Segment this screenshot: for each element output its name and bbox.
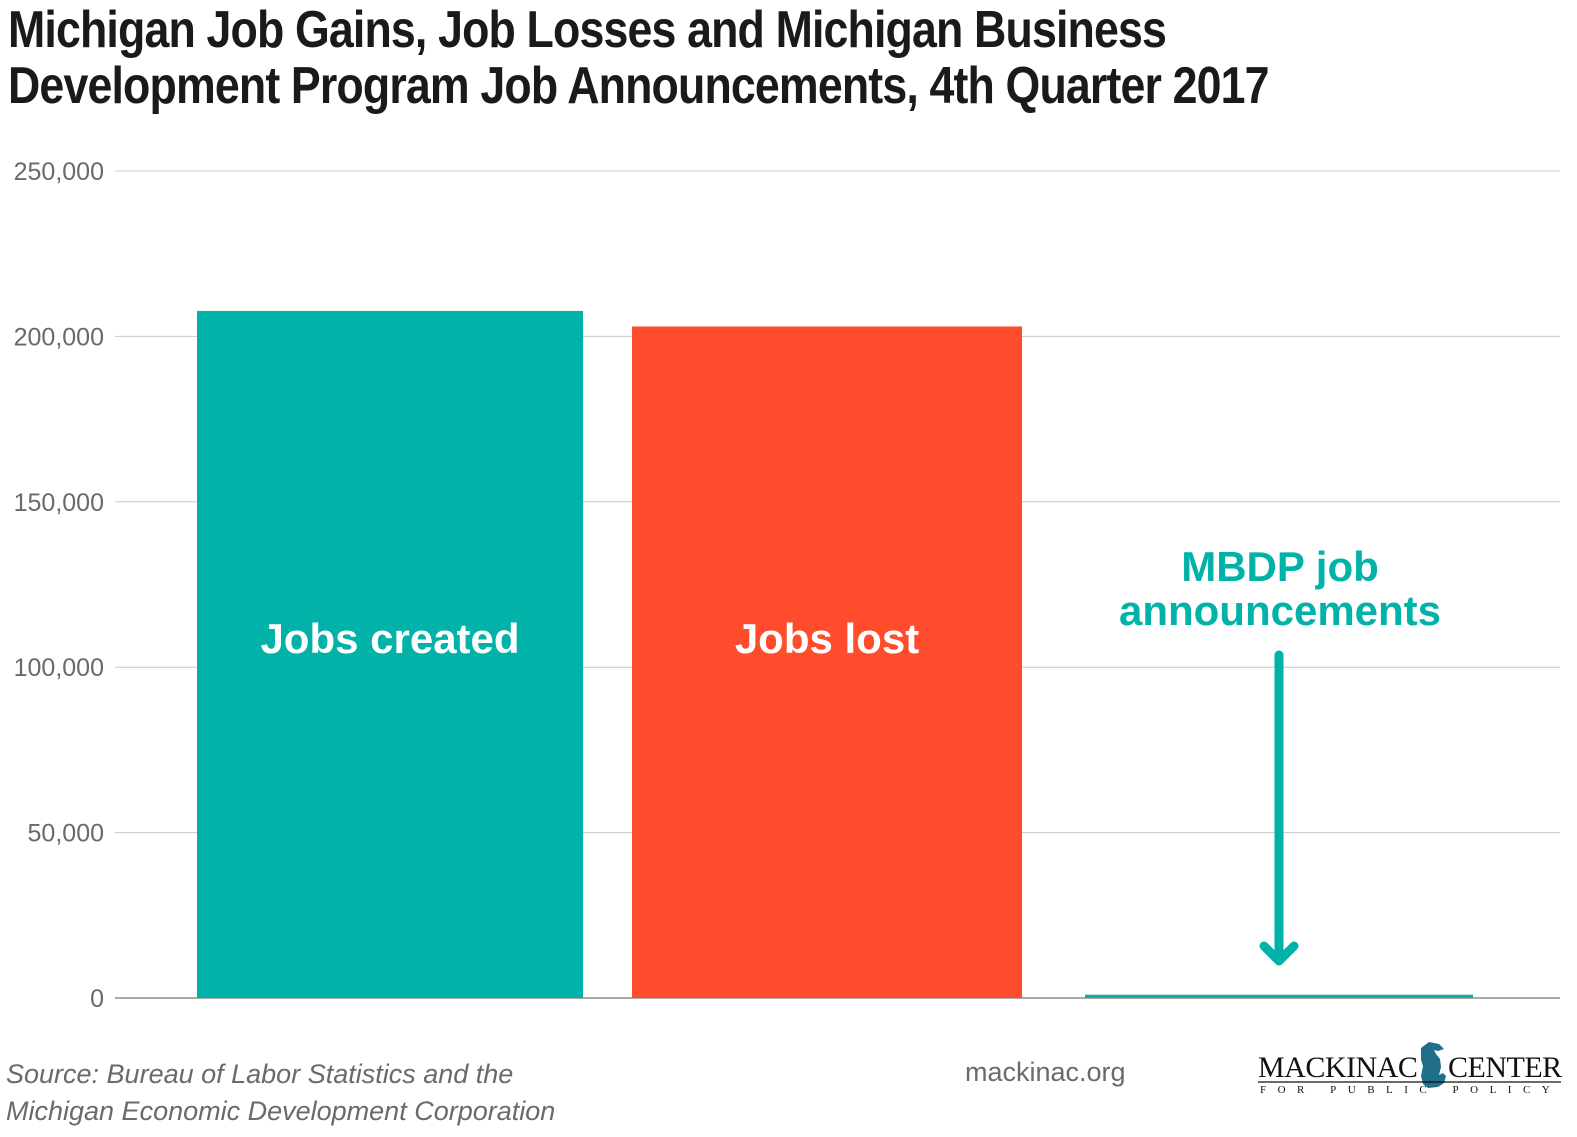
svg-text:CENTER: CENTER [1448,1051,1562,1084]
y-tick-label: 50,000 [28,820,104,848]
svg-text:FOR PUBLIC POLICY: FOR PUBLIC POLICY [1260,1084,1561,1096]
bar-3 [1085,994,1473,998]
y-tick-label: 150,000 [14,489,104,517]
mackinac-center-logo: MACKINAC CENTER FOR PUBLIC POLICY [1258,1042,1563,1096]
bar-label: Jobs lost [735,615,919,662]
source-note: Source: Bureau of Labor Statistics and t… [6,1056,555,1130]
bar-label: Jobs created [260,615,519,662]
bar-1 [197,310,583,998]
site-url: mackinac.org [965,1057,1126,1087]
source-line-2: Michigan Economic Development Corporatio… [6,1096,556,1126]
source-line-1: Source: Bureau of Labor Statistics and t… [6,1059,514,1089]
annotation-line-1: MBDP job [1181,543,1379,590]
y-tick-label: 0 [90,985,104,1013]
chart-title: Michigan Job Gains, Job Losses and Michi… [8,2,1556,114]
y-tick-label: 200,000 [14,323,104,351]
y-tick-label: 100,000 [14,654,104,682]
arrow-down-icon [1259,650,1299,966]
title-line-2: Development Program Job Announcements, 4… [8,57,1270,115]
y-tick-label: 250,000 [14,158,104,186]
annotation-line-2: announcements [1119,587,1441,634]
title-line-1: Michigan Job Gains, Job Losses and Michi… [8,1,1167,59]
svg-text:MACKINAC: MACKINAC [1258,1051,1417,1084]
mbdp-annotation: MBDP job announcements [1119,543,1441,966]
bar-2 [632,326,1022,998]
